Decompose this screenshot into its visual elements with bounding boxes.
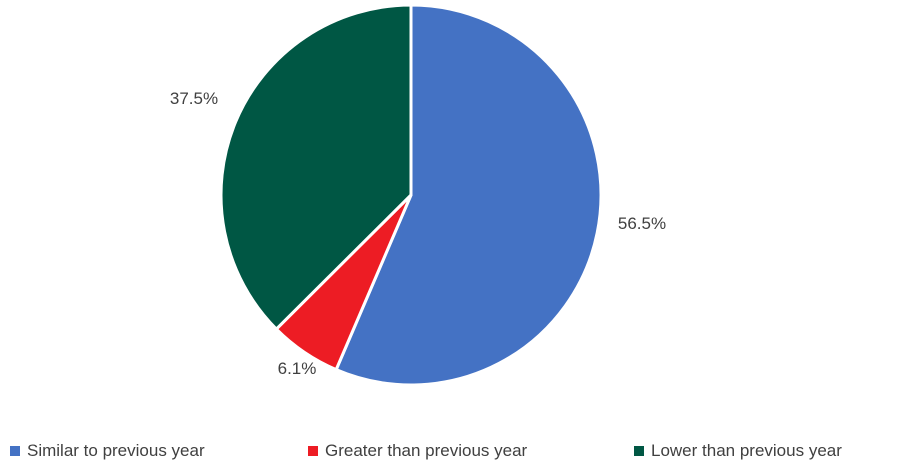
data-label-greater-than-previous-year: 6.1% bbox=[278, 359, 317, 378]
legend-swatch-lower-than-previous-year bbox=[634, 446, 644, 456]
legend-label-lower-than-previous-year: Lower than previous year bbox=[651, 441, 842, 460]
legend-swatch-similar-to-previous-year bbox=[10, 446, 20, 456]
legend-item-lower-than-previous-year: Lower than previous year bbox=[634, 441, 842, 460]
data-label-similar-to-previous-year: 56.5% bbox=[618, 214, 666, 233]
legend-item-similar-to-previous-year: Similar to previous year bbox=[10, 441, 205, 460]
legend-swatch-greater-than-previous-year bbox=[308, 446, 318, 456]
pie-slice-lower-than-previous-year bbox=[219, 3, 413, 331]
data-labels: 56.5% 6.1% 37.5% bbox=[170, 89, 666, 378]
pie-slices bbox=[219, 3, 603, 387]
pie-slice-similar-to-previous-year bbox=[334, 3, 603, 387]
legend: Similar to previous year Greater than pre… bbox=[10, 441, 842, 460]
legend-label-greater-than-previous-year: Greater than previous year bbox=[325, 441, 528, 460]
legend-item-greater-than-previous-year: Greater than previous year bbox=[308, 441, 528, 460]
data-label-lower-than-previous-year: 37.5% bbox=[170, 89, 218, 108]
legend-label-similar-to-previous-year: Similar to previous year bbox=[27, 441, 205, 460]
